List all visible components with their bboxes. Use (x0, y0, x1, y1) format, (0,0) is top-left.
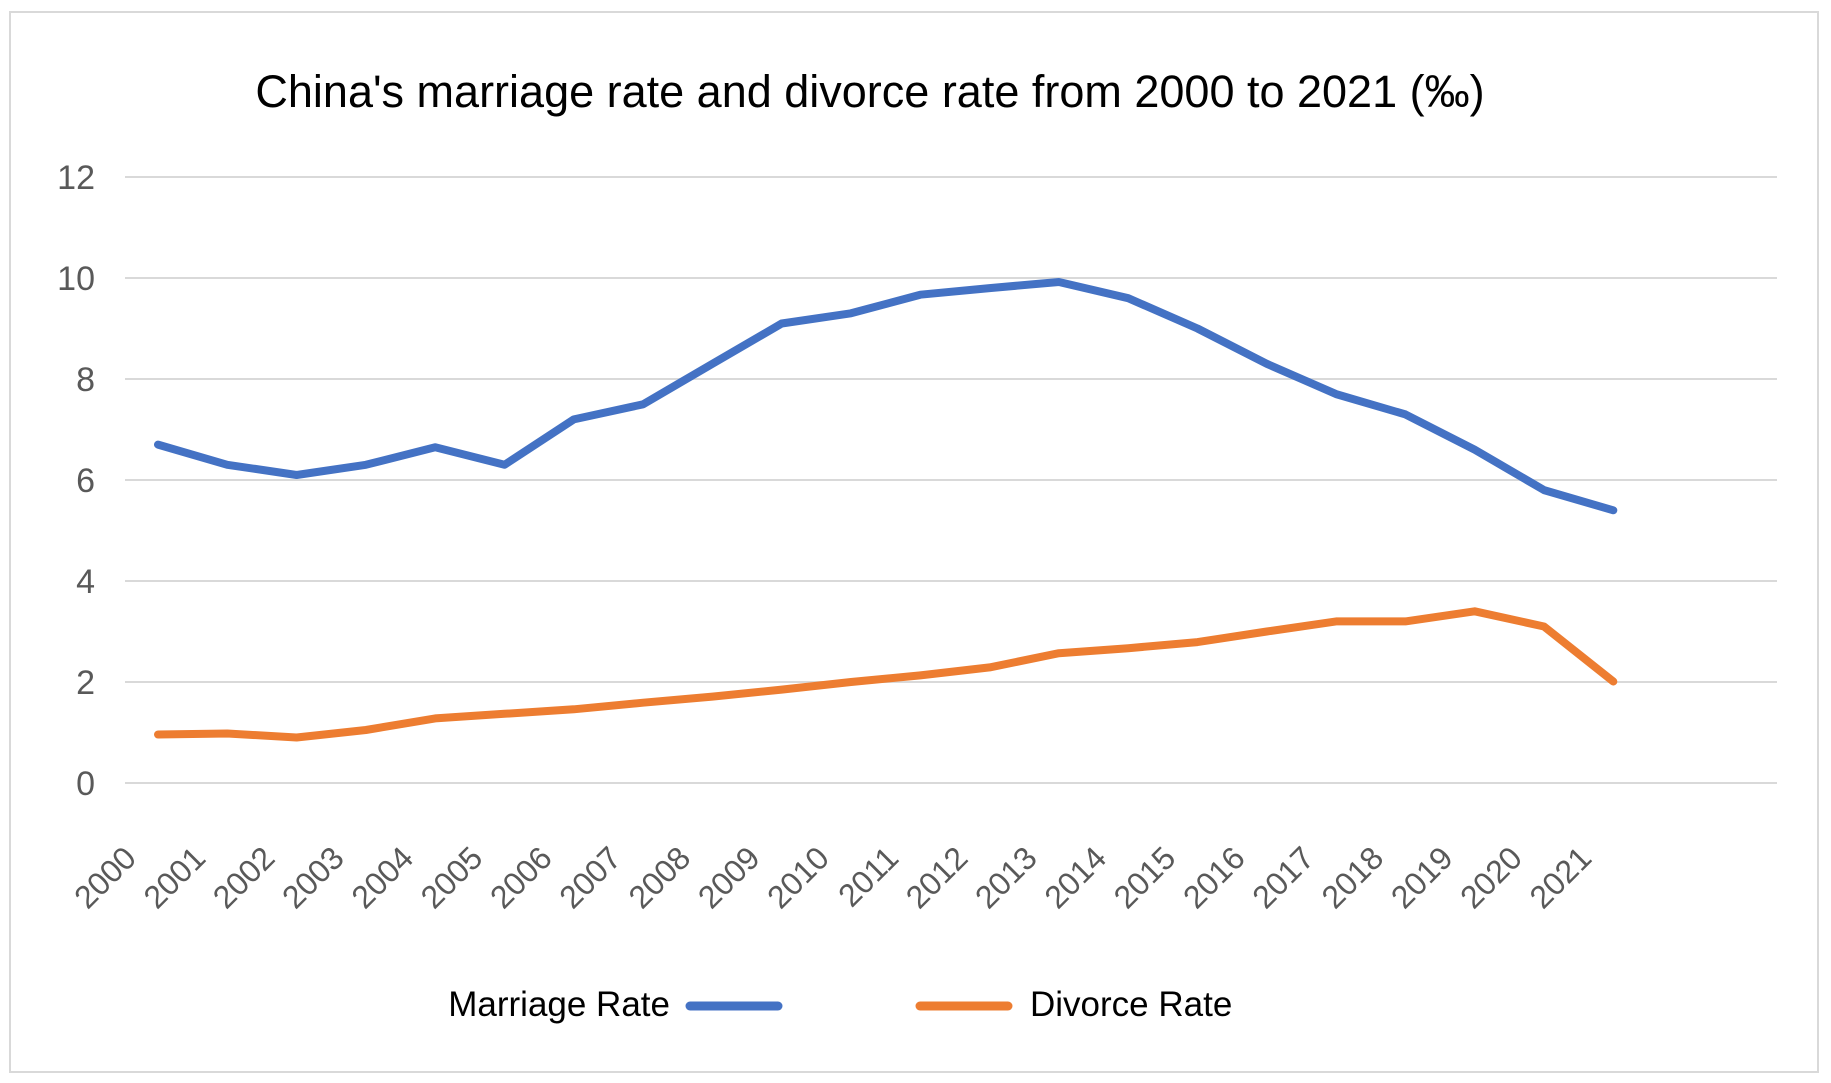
y-tick-label-2: 2 (76, 664, 95, 702)
series-lines (154, 278, 1618, 742)
series-line-marriage-rate (154, 278, 1618, 515)
y-tick-label-6: 6 (76, 462, 95, 500)
y-tick-label-0: 0 (76, 765, 95, 803)
y-tick-label-12: 12 (57, 159, 95, 197)
y-tick-label-8: 8 (76, 361, 95, 399)
y-tick-label-10: 10 (57, 260, 95, 298)
legend: Marriage Rate Divorce Rate (448, 985, 1232, 1024)
series-line-divorce-rate (154, 607, 1618, 742)
y-axis-tick-labels: 0 2 4 6 8 10 12 (57, 159, 95, 803)
chart-title: China's marriage rate and divorce rate f… (255, 66, 1484, 117)
legend-label-divorce-rate: Divorce Rate (1030, 985, 1232, 1024)
legend-label-marriage-rate: Marriage Rate (448, 985, 670, 1024)
chart-frame (9, 11, 1819, 1073)
gridlines (125, 176, 1777, 784)
y-tick-label-4: 4 (76, 563, 95, 601)
